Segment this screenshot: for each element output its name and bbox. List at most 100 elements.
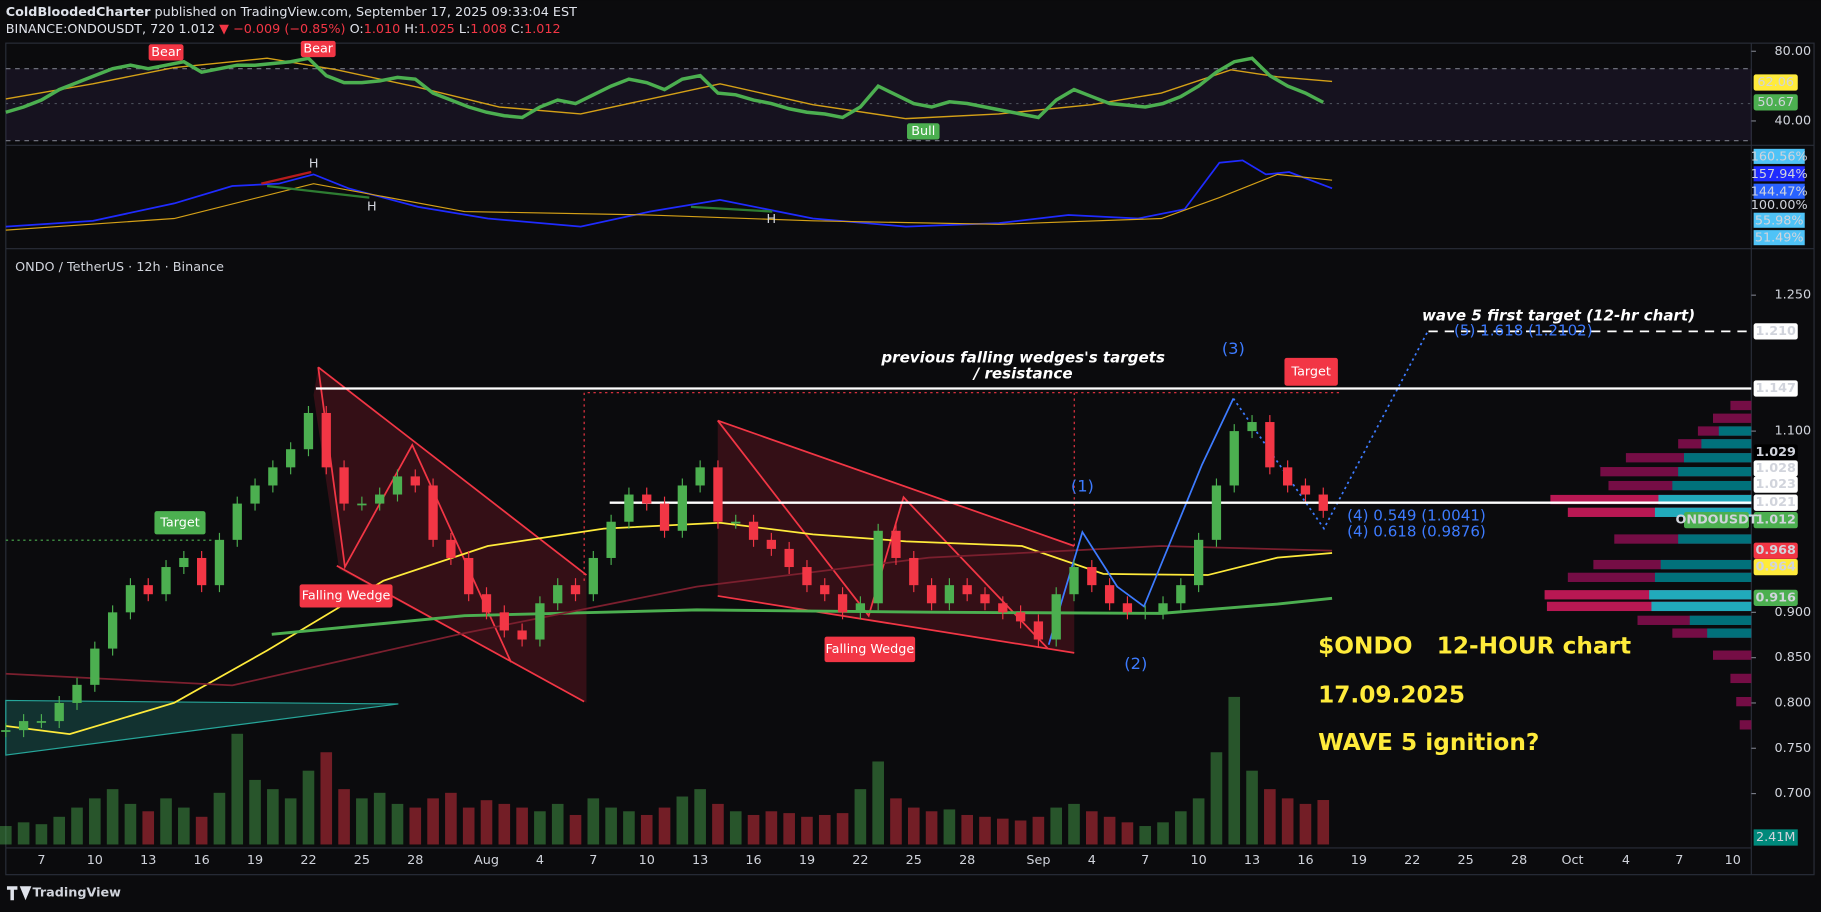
candle — [642, 494, 652, 504]
candle — [873, 530, 883, 604]
price-label-box — [1753, 494, 1798, 511]
candle — [1051, 594, 1061, 640]
x-tick-label: 7 — [1141, 853, 1149, 868]
rsi-layer: 80.00 40.00 62.06 50.67 — [5, 44, 1812, 128]
volume-bar — [1175, 811, 1187, 845]
bear-marker-box — [148, 44, 184, 61]
volume-bar — [747, 814, 760, 845]
candle — [125, 585, 136, 613]
candle — [321, 412, 331, 468]
l-label: L: — [459, 22, 470, 37]
x-tick-label: 10 — [1191, 853, 1207, 868]
y-tick-label: 0.900 — [1775, 605, 1812, 620]
candle — [891, 530, 901, 558]
wedge-box — [299, 584, 393, 608]
candle — [588, 557, 598, 595]
rsi-label: 50.67 — [1757, 95, 1794, 110]
y-tick-label: 1.100 — [1775, 424, 1812, 439]
divergence-line — [266, 184, 370, 199]
candle — [998, 603, 1008, 613]
published: published on TradingView.com, September … — [155, 4, 578, 19]
candle — [659, 503, 670, 531]
indicator-label: 144.47% — [1751, 184, 1808, 199]
x-tick-label: 10 — [639, 853, 655, 868]
candle — [357, 503, 367, 506]
open: 1.010 — [364, 22, 401, 37]
volume-bar — [409, 807, 422, 845]
volume-bar — [587, 798, 600, 845]
price-label-box — [1753, 589, 1798, 606]
candle — [909, 557, 919, 586]
candle — [410, 476, 420, 486]
candle — [962, 585, 972, 595]
volume-bar — [676, 796, 689, 845]
headline: 17.09.2025 — [1318, 681, 1465, 708]
target-box — [583, 392, 1340, 581]
candle — [90, 648, 100, 685]
rsi-line — [5, 56, 1325, 120]
indicator-label: 160.56% — [1751, 149, 1808, 164]
volume-bar — [818, 814, 831, 845]
candle — [161, 567, 171, 595]
volume-bar — [1014, 820, 1027, 845]
candle — [1247, 422, 1257, 432]
indicator-label: 157.94% — [1751, 167, 1808, 182]
moving-average — [5, 545, 1333, 687]
price-label: ONDOUSDT — [1676, 513, 1758, 528]
price-label: 0.968 — [1756, 543, 1796, 558]
volume-bar — [1246, 770, 1258, 845]
x-tick-label: 22 — [300, 853, 316, 868]
price-label: 1.029 — [1756, 445, 1796, 460]
x-tick-label: 7 — [37, 853, 45, 868]
target-box — [1284, 357, 1338, 386]
candle — [837, 594, 848, 613]
volume-bar — [872, 761, 884, 845]
candle — [303, 412, 314, 450]
volume-bar — [284, 798, 297, 845]
volume-bar — [53, 816, 66, 845]
candle — [214, 539, 225, 586]
price-label-box — [1753, 444, 1798, 461]
wedge-line — [317, 366, 588, 576]
x-tick-label: 25 — [906, 853, 922, 868]
wedge-label: Falling Wedge — [826, 642, 915, 657]
price-label-box — [1753, 380, 1798, 397]
c-label: C: — [511, 22, 524, 37]
volume-bar — [195, 816, 208, 845]
candle — [980, 594, 990, 604]
rsi-tick-label: 80.00 — [1775, 44, 1812, 59]
volume-bar — [1192, 798, 1205, 845]
candle — [1176, 585, 1186, 604]
candle — [748, 521, 759, 540]
candle — [1104, 585, 1115, 604]
price-label-box — [1753, 460, 1798, 477]
volume-bar — [783, 813, 795, 845]
candle — [695, 467, 705, 486]
volume-bar — [996, 818, 1009, 845]
volume-bar — [1299, 803, 1312, 845]
indicator-label-box — [1753, 166, 1805, 182]
target-label: Target — [159, 515, 200, 530]
candle — [1318, 494, 1328, 511]
bear-marker-box — [300, 40, 336, 58]
divergence-marker: H — [766, 212, 776, 227]
volume-bar — [623, 811, 635, 845]
volume-bar — [249, 779, 261, 845]
candle — [535, 603, 545, 640]
target-box — [154, 511, 206, 535]
plot-layer: 1.250 1.100 0.900 0.850 0.800 0.750 0.700 7 10 13… — [0, 288, 1812, 868]
candle — [517, 630, 527, 640]
volume-bar — [178, 807, 190, 845]
volume-bar — [534, 811, 546, 845]
candle — [624, 494, 634, 522]
high: 1.025 — [418, 22, 455, 37]
candle — [481, 594, 492, 613]
wave-label: (1) — [1071, 476, 1094, 495]
price-label-box — [1753, 542, 1798, 559]
change: ▼ −0.009 (−0.85%) — [219, 22, 345, 37]
indicator-label: 51.49% — [1755, 231, 1804, 246]
x-tick-label: 19 — [247, 853, 263, 868]
candle — [1283, 467, 1293, 486]
candle — [339, 467, 349, 504]
